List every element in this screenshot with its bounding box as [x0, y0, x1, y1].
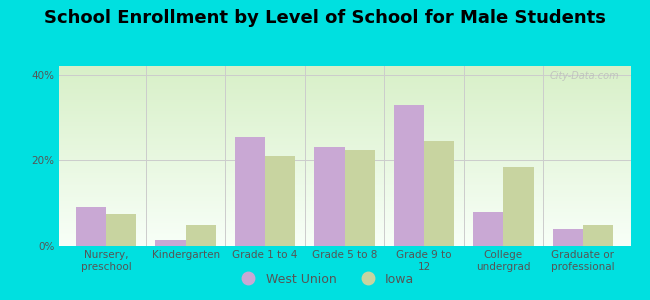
Bar	[155, 240, 186, 246]
Text: City-Data.com: City-Data.com	[549, 71, 619, 81]
Bar	[473, 212, 503, 246]
Bar	[235, 137, 265, 246]
Bar	[315, 147, 344, 246]
Bar	[503, 167, 534, 246]
Bar	[394, 105, 424, 246]
Text: School Enrollment by Level of School for Male Students: School Enrollment by Level of School for…	[44, 9, 606, 27]
Legend: West Union, Iowa: West Union, Iowa	[231, 268, 419, 291]
Bar	[186, 225, 216, 246]
Bar	[76, 207, 106, 246]
Bar	[265, 156, 295, 246]
Bar	[344, 150, 374, 246]
Bar	[552, 229, 583, 246]
Bar	[106, 214, 136, 246]
Bar	[424, 141, 454, 246]
Bar	[583, 225, 613, 246]
